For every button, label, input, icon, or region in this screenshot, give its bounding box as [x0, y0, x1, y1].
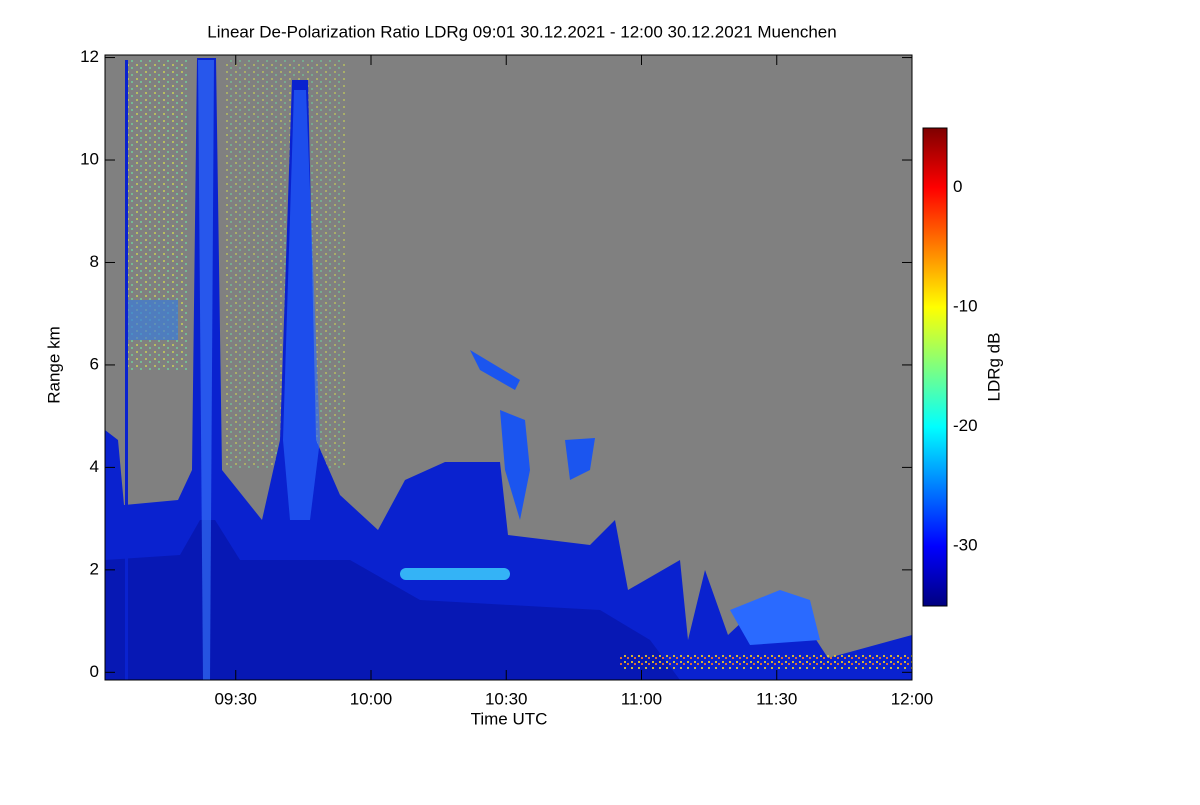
y-axis-title: Range km — [44, 326, 63, 403]
x-tick-label: 11:30 — [756, 689, 797, 708]
x-tick-label: 10:00 — [350, 689, 393, 708]
colorbar — [922, 127, 948, 607]
y-tick-label: 8 — [90, 252, 99, 271]
y-tick-label: 6 — [90, 354, 99, 373]
x-tick-label: 09:30 — [214, 689, 257, 708]
colorbar-tick-label: -10 — [953, 297, 978, 316]
field-image — [105, 58, 912, 680]
colorbar-tick-label: -30 — [953, 536, 978, 555]
y-tick-label: 0 — [90, 662, 99, 681]
y-tick-label: 10 — [80, 150, 99, 169]
y-tick-label: 4 — [90, 457, 99, 476]
x-tick-label: 11:00 — [621, 689, 662, 708]
colorbar-tick-label: 0 — [953, 177, 962, 196]
plot-frame — [104, 54, 913, 681]
x-tick-label: 12:00 — [891, 689, 934, 708]
colorbar-tick-label: -20 — [953, 416, 978, 435]
y-tick-label: 2 — [90, 559, 99, 578]
x-axis-title: Time UTC — [471, 709, 548, 728]
y-tick-label: 12 — [80, 47, 99, 66]
x-tick-label: 10:30 — [485, 689, 528, 708]
colorbar-title: LDRg dB — [984, 333, 1003, 402]
chart-title: Linear De-Polarization Ratio LDRg 09:01 … — [207, 22, 836, 41]
